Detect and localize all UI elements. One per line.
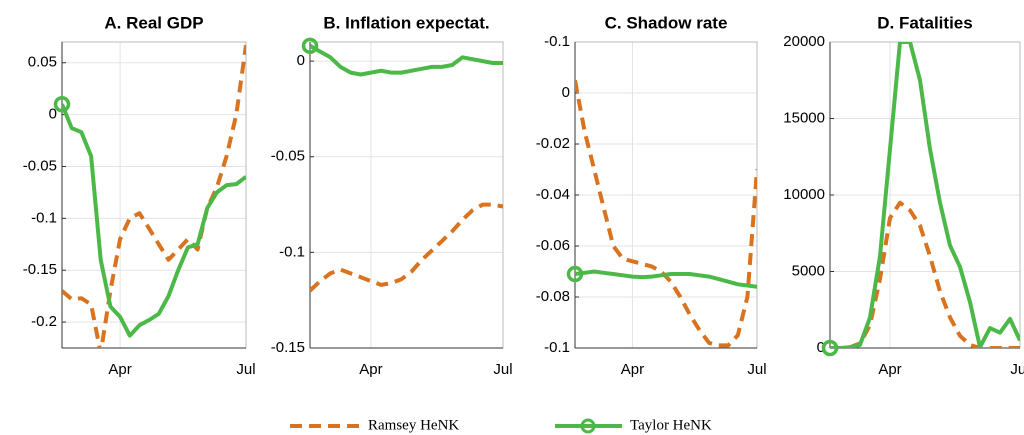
start-marker	[53, 95, 71, 113]
series-line	[62, 103, 246, 338]
y-tick-label: 0	[49, 106, 57, 123]
y-tick-label: 5000	[792, 262, 825, 279]
y-tick-label: -0.15	[271, 339, 305, 356]
plot	[575, 79, 757, 348]
x-tick-label: Jul	[747, 361, 766, 378]
x-tick-label: Apr	[621, 361, 644, 378]
legend-label: Ramsey HeNK	[368, 417, 459, 433]
chart-title: A. Real GDP	[104, 13, 203, 32]
y-tick-label: 0.05	[28, 54, 57, 71]
y-tick-label: -0.02	[536, 135, 570, 152]
plot-area	[62, 42, 246, 348]
plot-area	[310, 42, 503, 348]
x-tick-label: Jul	[1010, 361, 1024, 378]
y-tick-label: -0.15	[23, 261, 57, 278]
y-tick-label: -0.1	[544, 339, 570, 356]
y-tick-label: -0.2	[31, 313, 57, 330]
y-tick-label: 20000	[783, 33, 825, 50]
x-tick-label: Apr	[359, 361, 382, 378]
y-tick-label: -0.04	[536, 186, 570, 203]
legend-label: Taylor HeNK	[630, 417, 712, 433]
y-tick-label: -0.05	[271, 148, 305, 165]
y-tick-label: 0	[562, 84, 570, 101]
y-tick-label: -0.1	[544, 33, 570, 50]
plot	[830, 42, 1020, 348]
y-tick-label: -0.06	[536, 237, 570, 254]
y-tick-label: -0.1	[279, 243, 305, 260]
x-tick-label: Jul	[236, 361, 255, 378]
start-marker	[301, 37, 319, 55]
y-tick-label: -0.05	[23, 157, 57, 174]
chart-title: C. Shadow rate	[605, 13, 728, 32]
y-tick-label: -0.1	[31, 209, 57, 226]
y-tick-label: -0.08	[536, 288, 570, 305]
series-line	[62, 44, 246, 348]
legend-marker	[580, 418, 596, 434]
series-line	[830, 42, 1020, 348]
x-tick-label: Jul	[493, 361, 512, 378]
y-tick-label: 0	[817, 339, 825, 356]
series-line	[310, 44, 503, 77]
series-line	[575, 269, 757, 289]
y-tick-label: 0	[297, 52, 305, 69]
start-marker	[566, 265, 584, 283]
y-tick-label: 10000	[783, 186, 825, 203]
plot	[310, 44, 503, 293]
plot	[62, 44, 246, 348]
x-tick-label: Apr	[108, 361, 131, 378]
start-marker	[821, 339, 839, 357]
series-line	[310, 202, 503, 293]
chart-title: B. Inflation expectat.	[323, 13, 489, 32]
y-tick-label: 15000	[783, 109, 825, 126]
chart-title: D. Fatalities	[877, 13, 972, 32]
x-tick-label: Apr	[878, 361, 901, 378]
